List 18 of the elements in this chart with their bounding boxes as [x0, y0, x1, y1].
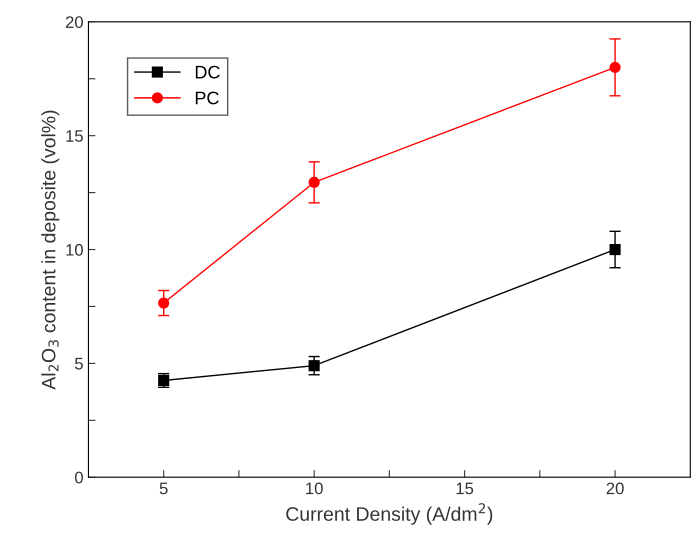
x-axis-title: Current Density (A/dm$^{2}$)	[286, 503, 492, 525]
x-tick-label: 15	[456, 482, 474, 494]
y-axis-title: Al$_{2}$O$_{3}$ content in deposite (vol%)	[41, 110, 60, 390]
point	[610, 244, 621, 256]
point	[308, 360, 320, 372]
legend-label: PC	[196, 92, 219, 104]
x-tick-label: 10	[306, 482, 323, 494]
y-tick-label: 5	[74, 358, 83, 370]
x-tick-label: 5	[160, 482, 168, 494]
y-tick-label: 15	[66, 130, 83, 142]
legend-label: DC	[196, 66, 220, 79]
y-tick-label: 0	[74, 472, 83, 484]
y-tick-label: 20	[66, 16, 83, 28]
y-tick-label: 10	[66, 244, 83, 256]
x-tick-label: 20	[606, 482, 624, 494]
point	[158, 297, 170, 309]
point	[308, 176, 320, 188]
point	[610, 62, 621, 73]
